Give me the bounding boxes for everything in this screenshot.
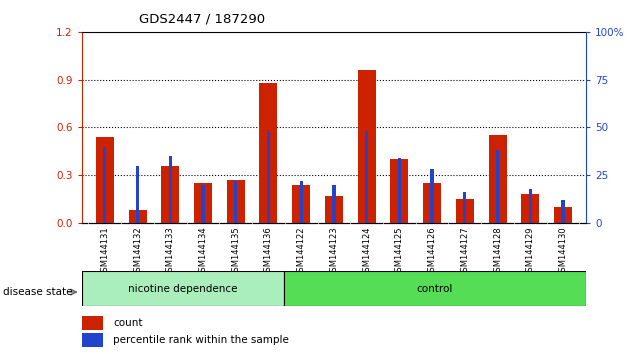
Text: count: count [113,318,142,328]
Bar [463,193,466,223]
Bar [260,83,277,223]
Bar [292,185,310,223]
Bar [267,131,270,223]
Bar [423,183,441,223]
Bar [430,170,433,223]
Bar [129,210,147,223]
Bar [456,199,474,223]
Bar [325,196,343,223]
Bar [82,316,103,330]
Text: GSM144127: GSM144127 [461,227,469,277]
Bar [398,158,401,223]
Text: disease state: disease state [3,287,72,297]
Bar [358,70,375,223]
Text: nicotine dependence: nicotine dependence [128,284,238,293]
Text: percentile rank within the sample: percentile rank within the sample [113,335,289,345]
Text: GSM144134: GSM144134 [198,227,207,277]
Bar [488,135,507,223]
Bar [103,147,106,223]
Text: GSM144124: GSM144124 [362,227,371,277]
Bar [227,180,244,223]
Text: GSM144130: GSM144130 [558,227,568,277]
Bar [161,166,180,223]
Bar [529,189,532,223]
Bar [521,194,539,223]
Text: GSM144123: GSM144123 [329,227,338,277]
Text: control: control [416,284,453,293]
Text: GSM144126: GSM144126 [428,227,437,277]
Text: GSM144125: GSM144125 [395,227,404,277]
Bar [391,159,408,223]
Text: GSM144133: GSM144133 [166,227,175,277]
Text: GSM144136: GSM144136 [264,227,273,277]
Bar [561,200,564,223]
Text: GSM144135: GSM144135 [231,227,240,277]
Bar [496,150,499,223]
Bar [234,181,238,223]
Text: GSM144122: GSM144122 [297,227,306,277]
Bar [284,271,586,306]
Bar [96,137,114,223]
Bar [332,185,336,223]
Bar [299,181,303,223]
Text: GSM144132: GSM144132 [133,227,142,277]
Bar [136,166,139,223]
Bar [82,271,284,306]
Text: GSM144129: GSM144129 [526,227,535,277]
Bar [202,185,205,223]
Text: GDS2447 / 187290: GDS2447 / 187290 [139,12,265,25]
Text: GSM144128: GSM144128 [493,227,502,277]
Bar [194,183,212,223]
Bar [169,156,172,223]
Bar [82,333,103,347]
Bar [365,131,369,223]
Text: GSM144131: GSM144131 [100,227,110,277]
Bar [554,207,572,223]
